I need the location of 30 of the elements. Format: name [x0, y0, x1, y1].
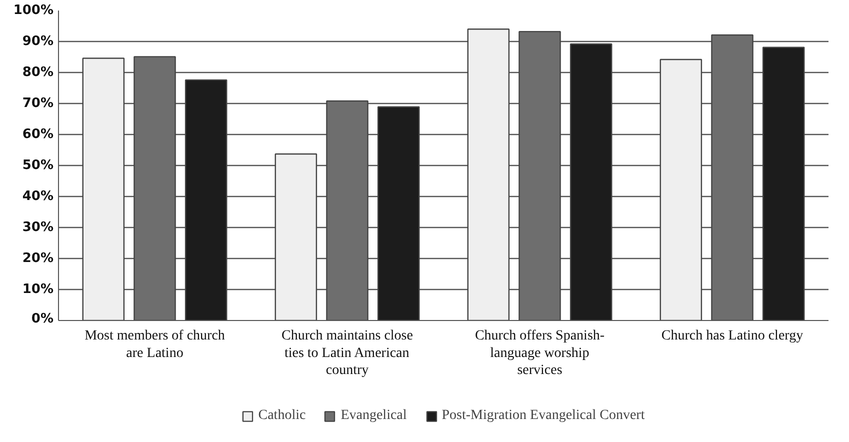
x-tick-label: Most members of church are Latino: [84, 328, 225, 361]
legend-label: Catholic: [258, 408, 306, 424]
y-tick-label: 10%: [22, 282, 54, 297]
x-tick-label: Church has Latino clergy: [661, 328, 804, 344]
x-tick-label: Church offers Spanish-language worship services: [474, 328, 605, 378]
bar: [326, 100, 368, 320]
bar: [660, 58, 702, 320]
legend-label: Post-Migration Evangelical Convert: [442, 408, 645, 424]
bar: [518, 30, 561, 320]
bar: [570, 43, 612, 320]
bar: [82, 58, 125, 320]
y-tick-label: 50%: [22, 158, 54, 173]
y-tick-label: 80%: [22, 65, 54, 80]
bar: [377, 106, 420, 320]
y-tick-label: 90%: [22, 34, 54, 49]
bar: [184, 79, 228, 320]
y-tick-label: 40%: [22, 189, 54, 204]
y-tick-label: 30%: [22, 220, 54, 235]
y-tick-label: 0%: [31, 312, 54, 326]
bar: [762, 46, 805, 320]
y-tick-label: 20%: [22, 251, 54, 266]
legend-label: Evangelical: [340, 408, 407, 424]
bar: [711, 34, 754, 320]
bar: [134, 56, 176, 320]
y-tick-label: 60%: [22, 127, 54, 142]
bar: [467, 28, 510, 320]
bar: [274, 153, 318, 320]
x-tick-label: Church maintains close ties to Latin American country: [282, 328, 413, 378]
y-tick-label: 70%: [22, 96, 54, 111]
y-tick-label: 100%: [13, 3, 54, 18]
